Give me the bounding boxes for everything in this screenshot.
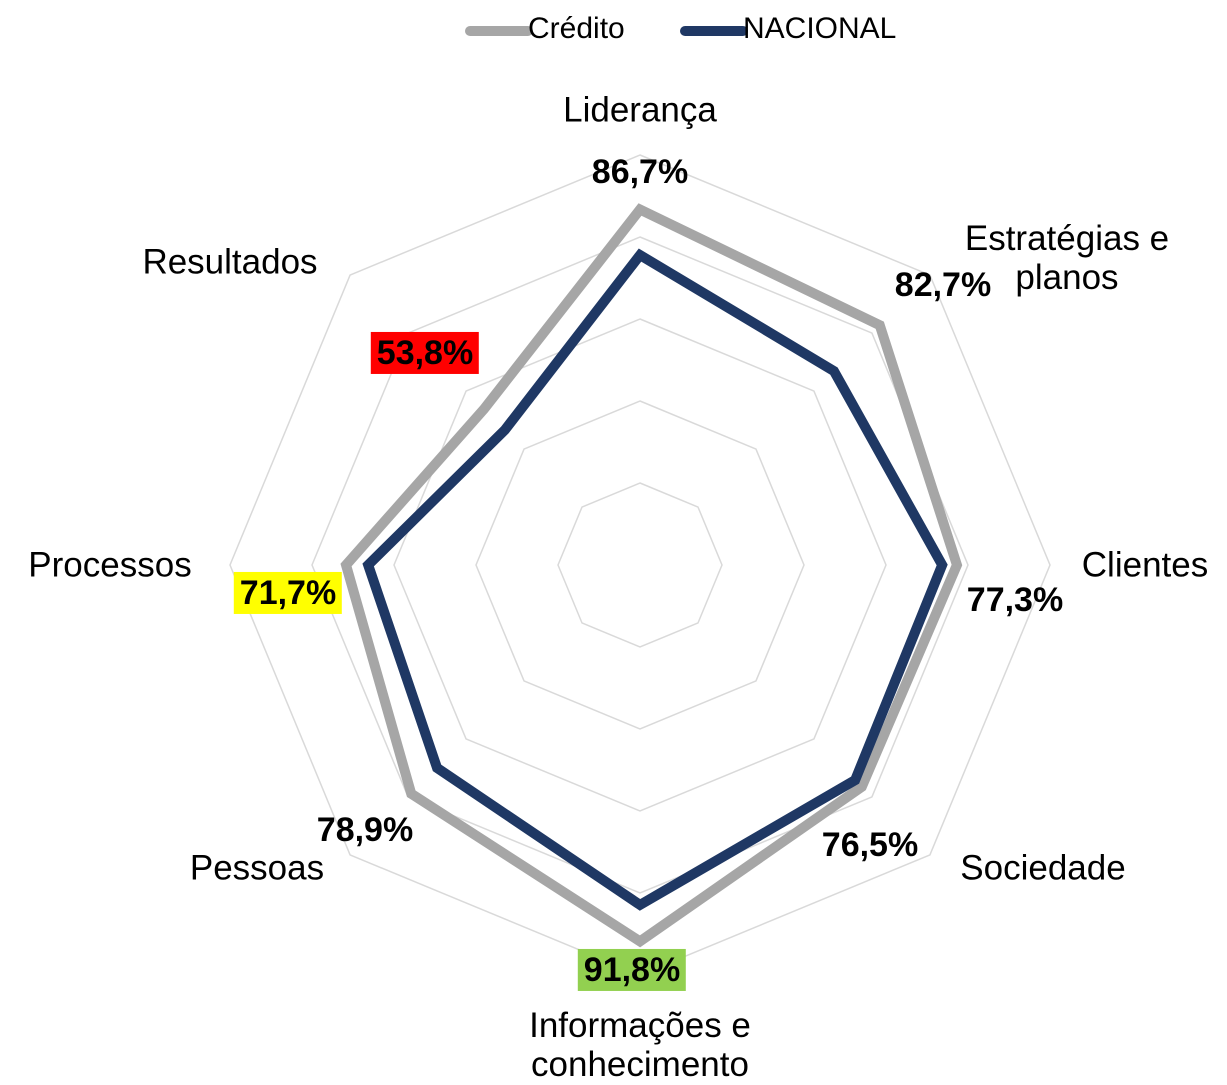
category-label: Sociedade <box>960 848 1126 888</box>
value-label: 86,7% <box>591 152 689 191</box>
series-line <box>340 203 963 948</box>
category-label: Clientes <box>1081 545 1209 585</box>
value-label: 71,7% <box>233 571 343 615</box>
series-line <box>362 248 948 911</box>
category-label: Resultados <box>142 242 318 282</box>
legend-label: Crédito <box>528 12 625 45</box>
category-label: Informações e conhecimento <box>529 1005 751 1084</box>
grid-ring <box>557 482 723 648</box>
legend-label: NACIONAL <box>743 12 897 45</box>
value-label: 82,7% <box>894 265 992 304</box>
value-label: 76,5% <box>821 825 919 864</box>
grid-ring <box>475 400 805 730</box>
category-label: Processos <box>28 545 192 585</box>
category-label: Liderança <box>563 90 717 130</box>
value-label: 78,9% <box>316 810 414 849</box>
value-label: 53,8% <box>370 331 480 375</box>
category-label: Estratégias e planos <box>964 218 1170 297</box>
grid-ring <box>393 318 887 812</box>
category-label: Pessoas <box>189 848 325 888</box>
value-label: 77,3% <box>966 580 1064 619</box>
value-label: 91,8% <box>577 948 687 992</box>
